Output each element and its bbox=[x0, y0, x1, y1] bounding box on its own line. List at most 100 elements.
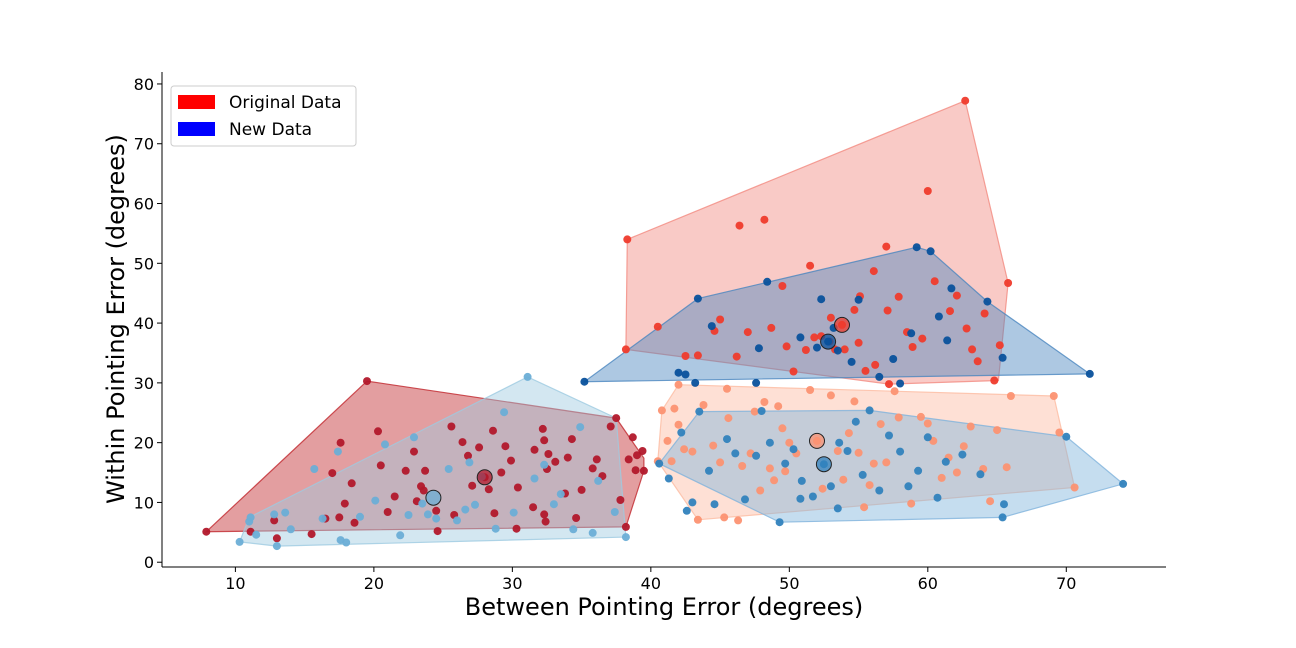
data-point-cluster-5 bbox=[858, 470, 867, 479]
data-point-cluster-5 bbox=[789, 445, 798, 454]
y-tick-label: 80 bbox=[134, 75, 154, 94]
data-point-cluster-5 bbox=[682, 506, 691, 515]
data-point-cluster-0 bbox=[489, 426, 497, 435]
data-point-cluster-4 bbox=[724, 414, 733, 423]
data-point-cluster-1 bbox=[396, 531, 405, 540]
data-point-cluster-5 bbox=[958, 450, 967, 459]
data-point-cluster-2 bbox=[871, 360, 880, 369]
data-point-cluster-1 bbox=[569, 525, 578, 534]
data-point-cluster-0 bbox=[447, 422, 456, 431]
data-point-cluster-1 bbox=[235, 537, 244, 546]
data-point-cluster-0 bbox=[363, 377, 371, 386]
data-point-cluster-5 bbox=[826, 482, 835, 491]
data-point-cluster-5 bbox=[752, 451, 761, 460]
data-point-cluster-1 bbox=[270, 510, 279, 519]
data-point-cluster-5 bbox=[885, 431, 893, 440]
data-point-cluster-1 bbox=[318, 514, 327, 523]
data-point-cluster-0 bbox=[540, 510, 549, 519]
data-point-cluster-3 bbox=[907, 329, 916, 338]
data-point-cluster-0 bbox=[490, 509, 499, 518]
y-tick-label: 30 bbox=[134, 374, 154, 393]
data-point-cluster-0 bbox=[616, 496, 625, 504]
data-point-cluster-0 bbox=[202, 527, 211, 536]
data-point-cluster-4 bbox=[923, 419, 932, 428]
data-point-cluster-3 bbox=[693, 294, 702, 303]
data-point-cluster-0 bbox=[497, 468, 506, 477]
data-point-cluster-2 bbox=[1004, 279, 1013, 287]
data-point-cluster-0 bbox=[270, 516, 279, 525]
data-point-cluster-0 bbox=[501, 442, 510, 451]
data-point-cluster-0 bbox=[567, 435, 576, 444]
data-point-cluster-3 bbox=[580, 377, 589, 386]
data-point-cluster-4 bbox=[670, 404, 679, 413]
data-point-cluster-5 bbox=[710, 500, 719, 509]
data-point-cluster-5 bbox=[808, 492, 817, 501]
y-tick-label: 40 bbox=[134, 314, 154, 333]
data-point-cluster-1 bbox=[356, 512, 364, 521]
data-point-cluster-1 bbox=[281, 508, 290, 517]
data-point-cluster-0 bbox=[468, 481, 477, 490]
data-point-cluster-5 bbox=[757, 407, 766, 415]
data-point-cluster-1 bbox=[310, 465, 319, 473]
data-point-cluster-4 bbox=[907, 499, 916, 508]
data-point-cluster-4 bbox=[1002, 463, 1011, 472]
cluster-hull-5 bbox=[658, 409, 1125, 523]
data-point-cluster-0 bbox=[541, 517, 550, 526]
centroids-layer bbox=[425, 316, 850, 506]
data-point-cluster-0 bbox=[347, 479, 356, 488]
data-point-cluster-0 bbox=[421, 466, 430, 475]
data-point-cluster-2 bbox=[961, 96, 970, 105]
data-point-cluster-1 bbox=[621, 533, 630, 542]
hull-layer bbox=[204, 99, 1125, 547]
points-layer bbox=[202, 96, 1128, 551]
data-point-cluster-2 bbox=[735, 221, 744, 230]
x-axis-label: Between Pointing Error (degrees) bbox=[465, 593, 863, 621]
data-point-cluster-4 bbox=[986, 497, 995, 506]
data-point-cluster-3 bbox=[707, 322, 716, 331]
data-point-cluster-0 bbox=[572, 514, 581, 522]
data-point-cluster-2 bbox=[882, 242, 891, 251]
legend-label-new: New Data bbox=[229, 120, 312, 140]
data-point-cluster-4 bbox=[894, 413, 903, 422]
data-point-cluster-4 bbox=[778, 424, 787, 433]
data-point-cluster-4 bbox=[869, 459, 878, 468]
data-point-cluster-4 bbox=[688, 447, 697, 456]
data-point-cluster-4 bbox=[916, 412, 925, 421]
data-point-cluster-0 bbox=[631, 466, 640, 475]
x-tick-label: 70 bbox=[1056, 574, 1076, 593]
data-point-cluster-1 bbox=[465, 458, 474, 467]
data-point-cluster-2 bbox=[854, 338, 863, 347]
data-point-cluster-5 bbox=[695, 407, 704, 416]
data-point-cluster-4 bbox=[959, 442, 968, 451]
data-point-cluster-3 bbox=[998, 353, 1007, 362]
data-point-cluster-4 bbox=[850, 397, 859, 406]
data-point-cluster-5 bbox=[941, 457, 950, 466]
data-point-cluster-4 bbox=[806, 386, 815, 394]
data-point-cluster-0 bbox=[340, 499, 349, 508]
data-point-cluster-4 bbox=[774, 402, 783, 411]
data-point-cluster-5 bbox=[998, 513, 1007, 522]
data-point-cluster-0 bbox=[419, 486, 428, 495]
data-point-cluster-0 bbox=[638, 447, 647, 455]
data-point-cluster-3 bbox=[943, 336, 952, 345]
data-point-cluster-4 bbox=[818, 484, 827, 493]
data-point-cluster-3 bbox=[817, 295, 826, 304]
data-point-cluster-0 bbox=[272, 534, 281, 543]
data-point-cluster-5 bbox=[896, 447, 905, 456]
data-point-cluster-3 bbox=[763, 277, 772, 286]
data-point-cluster-5 bbox=[796, 494, 805, 503]
x-tick-label: 10 bbox=[225, 574, 245, 593]
data-point-cluster-4 bbox=[833, 447, 842, 455]
x-tick-label: 20 bbox=[364, 574, 384, 593]
data-point-cluster-1 bbox=[404, 511, 413, 519]
data-point-cluster-2 bbox=[782, 342, 791, 351]
data-point-cluster-2 bbox=[810, 333, 819, 342]
y-axis-ticks: 0 10 20 30 40 50 60 70 80 bbox=[134, 75, 162, 572]
data-point-cluster-5 bbox=[1062, 432, 1071, 441]
data-point-cluster-1 bbox=[371, 496, 380, 505]
data-point-cluster-1 bbox=[333, 447, 342, 456]
data-point-cluster-4 bbox=[720, 513, 729, 522]
data-point-cluster-4 bbox=[1070, 483, 1079, 492]
data-point-cluster-2 bbox=[693, 351, 702, 360]
data-point-cluster-4 bbox=[785, 438, 794, 447]
